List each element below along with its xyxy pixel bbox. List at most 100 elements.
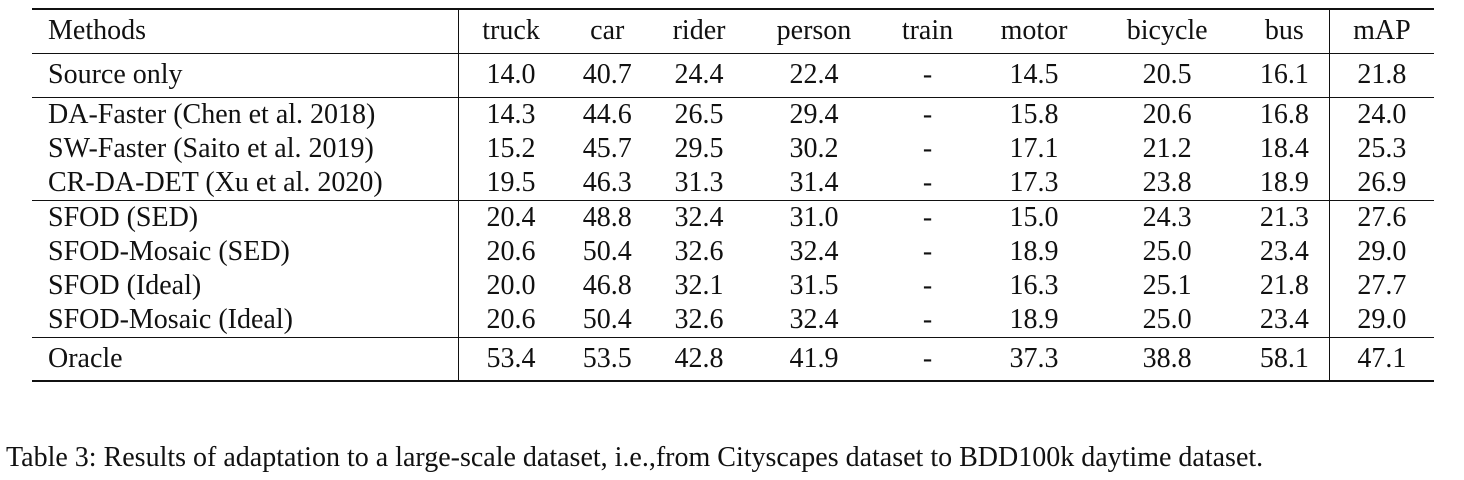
method-name-cell: SFOD-Mosaic (Ideal)	[48, 303, 293, 335]
value-cell: 24.3	[1094, 199, 1241, 235]
table-group: DA-Faster (Chen et al. 2018) 14.3 44.6 26.5…	[32, 96, 1434, 200]
method-name-cell: SFOD (Ideal)	[48, 269, 202, 301]
value-cell: 37.3	[973, 336, 1095, 382]
method-name-cell: CR-DA-DET (Xu et al. 2020)	[48, 166, 383, 198]
value-cell: 30.2	[789, 132, 839, 164]
value-cell: -	[922, 235, 933, 267]
value-cell: 32.1	[674, 269, 724, 301]
column-header-bicycle: bicycle	[1094, 8, 1241, 54]
value-cell: 18.9	[1009, 303, 1059, 335]
value-cell: 29.5	[674, 132, 724, 164]
value-cell: 23.4	[1259, 235, 1309, 267]
value-cell: 20.0	[458, 268, 564, 303]
value-cell: 25.1	[1142, 269, 1192, 301]
value-cell: 32.6	[674, 303, 724, 335]
table-group: Oracle 53.4 53.5 42.8 41.9-37.3 38.8 58.1 47.1	[32, 336, 1434, 382]
value-cell: 20.6	[1094, 96, 1241, 132]
value-cell: 32.4	[651, 199, 747, 235]
column-header-truck: truck	[458, 8, 564, 54]
value-cell: 48.8	[563, 199, 652, 235]
value-cell: 27.7	[1328, 268, 1434, 303]
value-cell: 46.8	[582, 269, 632, 301]
value-cell: 18.9	[1009, 235, 1059, 267]
value-cell: 32.4	[789, 303, 839, 335]
value-cell: -	[922, 166, 933, 198]
table-caption: Table 3: Results of adaptation to a larg…	[6, 442, 1264, 473]
table-row: SFOD-Mosaic (Ideal) 20.6 50.4 32.6 32.4 - 18.9…	[32, 302, 1434, 337]
column-header-train: train	[881, 8, 974, 54]
value-cell: 22.4	[789, 59, 839, 90]
value-cell: 29.4	[746, 96, 882, 132]
value-cell: 45.7	[582, 132, 632, 164]
value-cell: 14.5	[1009, 59, 1059, 90]
value-cell: -	[922, 59, 933, 90]
results-table: Methods truck car rider person train mot…	[32, 8, 1434, 382]
table-row: Source only 14.0 40.7 24.4 22.4 - 14.5 20.5 16.1…	[32, 53, 1434, 97]
value-cell: 15.8	[973, 96, 1095, 132]
value-cell: 31.3	[674, 166, 724, 198]
method-name-cell: SFOD (SED)	[32, 199, 459, 235]
value-cell: 41.9	[746, 336, 882, 382]
value-cell: 26.5	[651, 96, 747, 132]
value-cell: -	[881, 199, 974, 235]
value-cell: 38.8	[1094, 336, 1241, 382]
value-cell: 31.4	[789, 166, 839, 198]
value-cell: 31.5	[789, 269, 839, 301]
value-cell: 20.6	[458, 234, 564, 269]
table-row: CR-DA-DET (Xu et al. 2020) 19.5 46.3 31.3 31…	[32, 165, 1434, 200]
value-cell: 25.0	[1142, 235, 1192, 267]
value-cell: 14.0	[458, 53, 564, 97]
table-row: DA-Faster (Chen et al. 2018) 14.3 44.6 26.5…	[32, 96, 1434, 132]
value-cell: 42.8	[651, 336, 747, 382]
value-cell: 29.0	[1328, 302, 1434, 337]
value-cell: 25.0	[1142, 303, 1192, 335]
value-cell: 20.4	[458, 199, 564, 235]
value-cell: 29.0	[1328, 234, 1434, 269]
value-cell: 21.8	[1328, 53, 1434, 97]
value-cell: -	[922, 132, 933, 164]
value-cell: 17.1	[1009, 132, 1059, 164]
value-cell: 21.8	[1259, 269, 1309, 301]
value-cell: 24.0	[1328, 96, 1434, 132]
value-cell: 53.4	[458, 336, 564, 382]
value-cell: 14.3	[458, 96, 564, 132]
value-cell: 27.6	[1328, 199, 1434, 235]
header-row: Methods truck car rider person train mot…	[32, 8, 1434, 54]
column-header-motor: motor	[973, 8, 1095, 54]
value-cell: 20.5	[1142, 59, 1192, 90]
value-cell: 53.5	[563, 336, 652, 382]
value-cell: 18.9	[1259, 166, 1309, 198]
value-cell: 58.1	[1240, 336, 1330, 382]
table-header: Methods truck car rider person train mot…	[32, 8, 1434, 54]
method-name-cell: SFOD-Mosaic (SED)	[48, 235, 290, 267]
table-row: SFOD (Ideal) 20.0 46.8 32.1 31.5 - 16.3 25.1 21.…	[32, 268, 1434, 303]
value-cell: 50.4	[582, 303, 632, 335]
value-cell: 32.4	[789, 235, 839, 267]
value-cell: -	[881, 96, 974, 132]
value-cell: 18.4	[1259, 132, 1309, 164]
value-cell: 25.3	[1328, 131, 1434, 166]
value-cell: 47.1	[1328, 336, 1434, 382]
value-cell: 32.6	[674, 235, 724, 267]
value-cell: 21.2	[1142, 132, 1192, 164]
value-cell: 21.3	[1240, 199, 1330, 235]
table-row: SFOD (SED) 20.4 48.8 32.4 31.0-15.0 24.3 21.3 2…	[32, 199, 1434, 235]
value-cell: 15.0	[973, 199, 1095, 235]
value-cell: 50.4	[582, 235, 632, 267]
value-cell: 40.7	[582, 59, 632, 90]
table-row: SW-Faster (Saito et al. 2019) 15.2 45.7 29.…	[32, 131, 1434, 166]
table-group: Source only 14.0 40.7 24.4 22.4 - 14.5 20.5 16.1…	[32, 53, 1434, 97]
value-cell: 17.3	[1009, 166, 1059, 198]
value-cell: 20.6	[458, 302, 564, 337]
table-row: Oracle 53.4 53.5 42.8 41.9-37.3 38.8 58.1 47.1	[32, 336, 1434, 382]
value-cell: 16.8	[1240, 96, 1330, 132]
column-header-bus: bus	[1240, 8, 1330, 54]
value-cell: 31.0	[746, 199, 882, 235]
value-cell: 23.8	[1142, 166, 1192, 198]
value-cell: 26.9	[1328, 165, 1434, 200]
method-name-cell: DA-Faster (Chen et al. 2018)	[32, 96, 459, 132]
table-group: SFOD (SED) 20.4 48.8 32.4 31.0-15.0 24.3 21.3 2…	[32, 199, 1434, 337]
column-header-methods: Methods	[32, 8, 459, 54]
column-header-car: car	[563, 8, 652, 54]
value-cell: 16.1	[1259, 59, 1309, 90]
